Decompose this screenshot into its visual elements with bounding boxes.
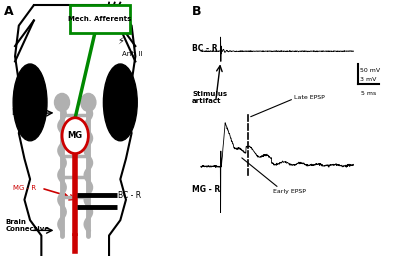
FancyBboxPatch shape	[70, 5, 130, 33]
Ellipse shape	[81, 93, 96, 111]
Text: 50 mV: 50 mV	[360, 68, 380, 73]
Text: Mech. Afferents: Mech. Afferents	[68, 16, 131, 22]
Text: BC - R: BC - R	[192, 44, 218, 53]
Text: MG: MG	[68, 131, 83, 140]
Ellipse shape	[54, 93, 70, 111]
Text: Late EPSP: Late EPSP	[294, 95, 325, 100]
Ellipse shape	[103, 64, 137, 141]
Text: A: A	[4, 5, 13, 18]
Text: Early EPSP: Early EPSP	[273, 189, 306, 195]
Text: B: B	[192, 5, 202, 18]
Ellipse shape	[13, 64, 47, 141]
Text: Stimulus
artifact: Stimulus artifact	[192, 91, 227, 104]
Text: Brain: Brain	[11, 108, 32, 117]
Text: BC - R: BC - R	[118, 191, 142, 200]
Text: 5 ms: 5 ms	[360, 91, 376, 96]
Text: ⚡: ⚡	[117, 36, 124, 46]
Text: Ant. II: Ant. II	[122, 51, 143, 57]
Text: MG - R: MG - R	[13, 185, 36, 191]
Circle shape	[62, 118, 88, 154]
Text: Brain
Connective: Brain Connective	[6, 219, 50, 232]
Text: MG - R: MG - R	[192, 185, 220, 194]
Text: 3 mV: 3 mV	[360, 77, 376, 82]
